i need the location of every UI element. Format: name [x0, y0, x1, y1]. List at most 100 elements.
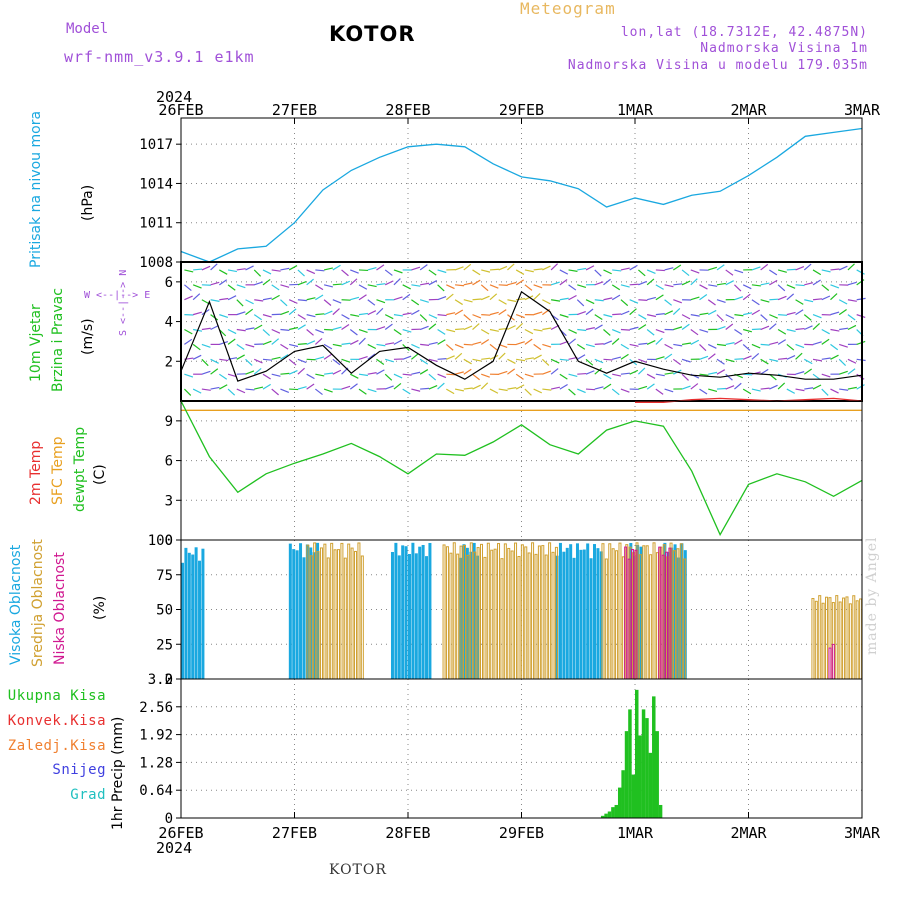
wind-barb [830, 284, 840, 289]
y-tick-label: 3 [165, 493, 173, 509]
mid-cloud-bar [503, 543, 507, 680]
wind-barb [576, 343, 586, 350]
wind-barb [454, 388, 464, 392]
wind-barb [515, 384, 525, 390]
wind-barb [219, 297, 229, 301]
wind-barb [646, 373, 656, 379]
wind-barb [489, 293, 498, 301]
wind-barb [437, 357, 447, 360]
wind-barb [620, 328, 630, 331]
y-tick-label: 0 [165, 811, 173, 827]
wind-barb [786, 388, 796, 394]
wind-barb [393, 296, 403, 301]
wind-compass-we: W <--|--> E [84, 290, 150, 301]
wind-barb [803, 263, 812, 271]
x-tick-label-top: 28FEB [385, 101, 430, 119]
wind-barb [472, 384, 481, 390]
y-tick-label: 1.92 [139, 728, 173, 744]
wind-barb [681, 385, 691, 390]
wind-barb [786, 343, 795, 351]
wind-barb [218, 329, 227, 337]
mid-cloud-bar [818, 595, 822, 680]
wind-barb [350, 314, 360, 317]
wind-barb [192, 293, 201, 301]
mid-cloud-bar [456, 553, 460, 680]
wind-barb [498, 265, 508, 271]
wind-barb [664, 372, 674, 375]
wind-barb [253, 269, 262, 277]
mid-cloud-bar [336, 549, 340, 680]
wind-barb [437, 314, 447, 317]
x-tick-label-top: 3MAR [844, 101, 881, 119]
wind-barb [638, 342, 648, 346]
wind-barb [219, 314, 229, 319]
wind-barb [725, 323, 734, 330]
wind-barb [280, 328, 290, 331]
wind-barb [655, 373, 665, 377]
wind-barb [245, 327, 255, 331]
wind-barb [751, 284, 761, 287]
wind-barb [350, 339, 359, 345]
wind-barb [838, 265, 848, 271]
wind-barb [498, 388, 508, 392]
wind-speed-line [180, 290, 863, 382]
y-tick-label: 3.2 [148, 672, 173, 688]
wind-barb [253, 314, 263, 321]
wind-barb [489, 311, 499, 316]
wind-barb [393, 373, 403, 379]
wind-barb [707, 299, 716, 306]
wind-barb [804, 282, 814, 286]
wind-barb [184, 328, 193, 335]
mid-cloud-bar [814, 600, 818, 680]
wind-barb [559, 358, 569, 361]
wind-barb [323, 343, 333, 350]
wind-barb [777, 339, 787, 345]
wind-barb [393, 269, 403, 274]
mid-cloud-bar [537, 545, 541, 680]
wind-barb [192, 343, 201, 351]
footer-station: KOTOR [329, 862, 387, 878]
wind-barb [681, 373, 689, 381]
wind-barb [803, 368, 813, 375]
wind-barb [690, 278, 698, 286]
wind-barb [280, 299, 288, 307]
wind-barb [332, 358, 341, 366]
wind-barb [367, 343, 377, 350]
wind-barb [542, 265, 551, 271]
wind-barb [585, 327, 595, 331]
wind-barb [201, 265, 211, 271]
wind-barb [690, 339, 700, 345]
wind-barb [332, 343, 342, 347]
wind-barb [480, 382, 489, 390]
wind-barb [515, 314, 525, 319]
wind-barb [385, 342, 395, 345]
wind-barb [402, 312, 412, 316]
wind-barb [376, 299, 386, 304]
wind-barb [454, 343, 464, 349]
x-tick-label-top: 2MAR [730, 101, 767, 119]
wind-barb [603, 358, 613, 361]
wind-barb [577, 388, 586, 394]
wind-barb [847, 324, 857, 331]
mid-cloud-bar [527, 552, 531, 680]
wind-barb [760, 282, 770, 286]
year-label-top: 2024 [156, 88, 192, 106]
wind-barb [830, 328, 840, 332]
y-tick-label: 25 [156, 637, 173, 653]
wind-barb [707, 353, 716, 360]
mid-cloud-bar [452, 542, 456, 680]
wind-barb [384, 373, 393, 381]
wind-barb [550, 263, 558, 271]
wind-barb [655, 337, 663, 345]
wind-barb [681, 342, 692, 345]
wind-barb [594, 269, 602, 277]
wind-barb [463, 358, 472, 365]
wind-barb [751, 309, 760, 316]
wind-barb [585, 358, 594, 366]
mid-cloud-bar [343, 557, 347, 680]
wind-barb [498, 309, 507, 316]
wind-barb [856, 384, 865, 390]
wind-barb [280, 372, 290, 375]
wind-barb [725, 280, 734, 286]
wind-barb [289, 343, 299, 348]
